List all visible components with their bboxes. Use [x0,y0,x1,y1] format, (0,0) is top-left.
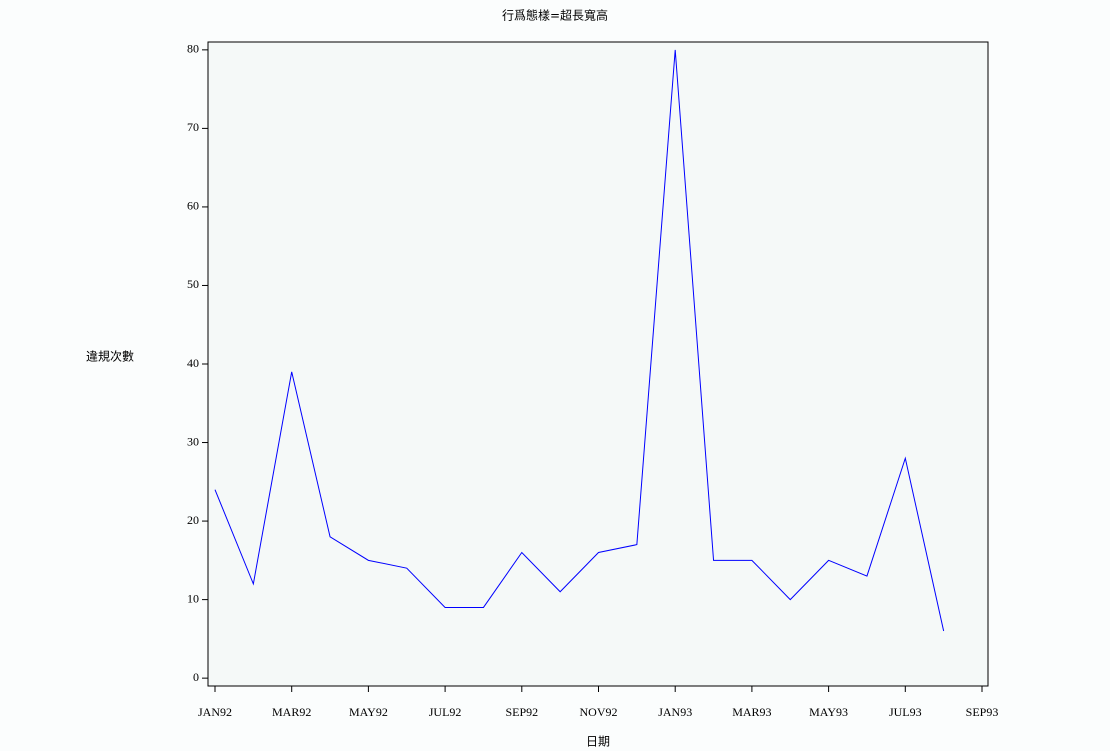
x-axis-label: 日期 [586,735,610,749]
x-tick-label: MAY93 [809,705,848,719]
chart-title: 行爲態樣=超長寬高 [502,8,608,23]
y-tick-label: 30 [187,434,199,448]
x-tick-label: MAR93 [732,705,771,719]
x-tick-label: SEP93 [966,705,999,719]
plot-frame [207,41,989,687]
x-tick-label: NOV92 [580,705,618,719]
x-tick-label: MAR92 [272,705,311,719]
y-tick-label: 0 [193,670,199,684]
data-line [214,49,945,632]
x-tick-label: JAN92 [198,705,232,719]
x-tick-label: JUL92 [429,705,462,719]
y-axis-label: 違規次數 [86,349,134,364]
x-tick-label: JAN93 [658,705,692,719]
y-tick-label: 20 [187,513,199,527]
y-tick-label: 80 [187,42,199,56]
x-tick-label: SEP92 [505,705,538,719]
y-tick-label: 10 [187,591,199,605]
x-tick-label: JUL93 [889,705,922,719]
y-tick-label: 40 [187,356,199,370]
x-tick-label: MAY92 [349,705,388,719]
y-tick-label: 70 [187,120,199,134]
y-tick-label: 60 [187,199,199,213]
y-tick-label: 50 [187,277,199,291]
